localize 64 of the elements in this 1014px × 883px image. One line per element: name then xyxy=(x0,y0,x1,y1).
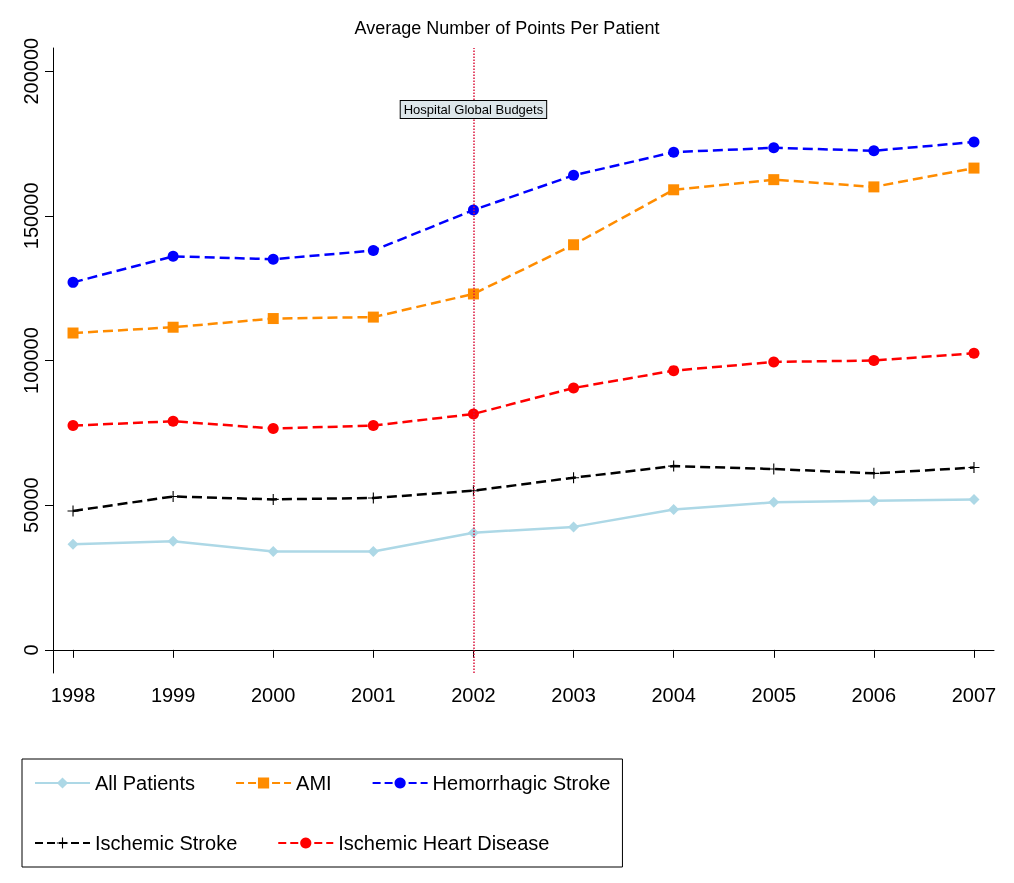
point xyxy=(668,146,680,158)
point xyxy=(668,184,680,196)
point xyxy=(167,321,179,333)
point xyxy=(568,169,580,181)
point xyxy=(968,347,980,359)
point xyxy=(367,420,379,432)
y-tick-label: 0 xyxy=(20,644,42,656)
point xyxy=(67,420,79,432)
point xyxy=(167,535,179,547)
point xyxy=(67,327,79,339)
point xyxy=(868,145,880,157)
point xyxy=(768,174,780,186)
point xyxy=(568,521,580,533)
point xyxy=(768,496,780,508)
point xyxy=(868,181,880,193)
point xyxy=(67,276,79,288)
legend-label: Ischemic Stroke xyxy=(95,832,238,854)
point xyxy=(968,493,980,505)
point xyxy=(568,382,580,394)
x-tick-label: 2004 xyxy=(651,684,696,706)
x-tick-label: 2003 xyxy=(551,684,596,706)
point xyxy=(367,311,379,323)
point xyxy=(367,245,379,257)
ref-line-label: Hospital Global Budgets xyxy=(403,102,544,117)
legend-label: Ischemic Heart Disease xyxy=(338,832,550,854)
x-tick-label: 2005 xyxy=(751,684,797,706)
x-tick-label: 2001 xyxy=(351,684,396,706)
point xyxy=(267,313,279,325)
point xyxy=(968,162,980,174)
point xyxy=(968,136,980,148)
point xyxy=(668,365,680,377)
y-tick-label: 150000 xyxy=(20,182,42,250)
point xyxy=(367,492,379,504)
point xyxy=(568,239,580,251)
point xyxy=(67,538,79,550)
x-tick-label: 2002 xyxy=(451,684,496,706)
point xyxy=(768,142,780,154)
point xyxy=(67,505,79,517)
point xyxy=(467,204,479,216)
point xyxy=(768,356,780,368)
point xyxy=(267,423,279,434)
legend-label: Hemorrhagic Stroke xyxy=(432,772,611,794)
point xyxy=(568,472,580,484)
point xyxy=(467,288,479,300)
x-tick-label: 2000 xyxy=(250,684,296,706)
y-tick-label: 50000 xyxy=(20,477,42,533)
point xyxy=(968,462,980,474)
point xyxy=(467,408,479,420)
y-tick-label: 200000 xyxy=(20,37,42,105)
chart-title: Average Number of Points Per Patient xyxy=(354,18,660,38)
x-tick-label: 1998 xyxy=(50,684,96,706)
point xyxy=(267,545,279,557)
x-tick-label: 2006 xyxy=(851,684,897,706)
x-tick-label: 1999 xyxy=(150,684,196,706)
point xyxy=(868,495,880,507)
point xyxy=(167,415,179,427)
point xyxy=(267,253,279,265)
point xyxy=(668,504,680,516)
y-tick-label: 100000 xyxy=(20,327,42,394)
point xyxy=(167,250,179,262)
point xyxy=(868,355,880,366)
legend-label: AMI xyxy=(296,772,332,794)
x-tick-label: 2007 xyxy=(951,684,997,706)
legend-label: All Patients xyxy=(95,772,196,794)
